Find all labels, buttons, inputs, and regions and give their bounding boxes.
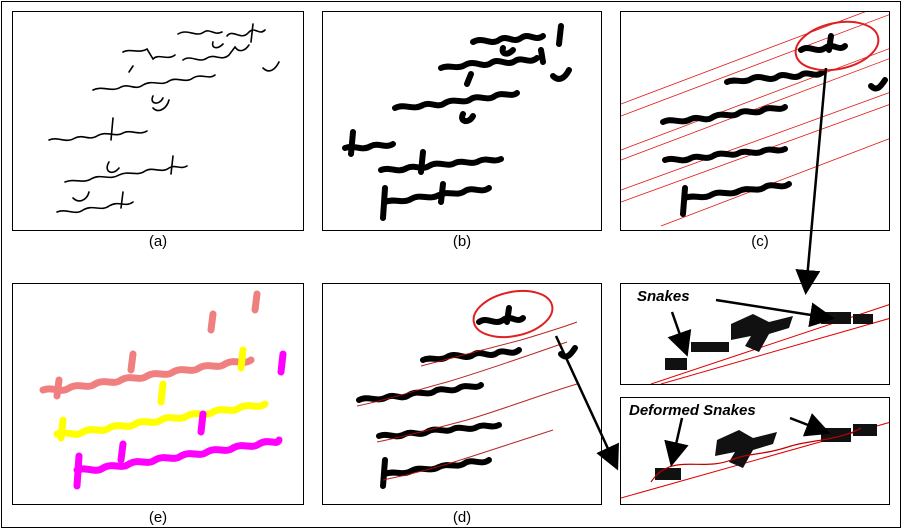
text-line-3: [73, 350, 287, 490]
segmented-text-lines: [39, 290, 287, 490]
caption-b: (b): [452, 233, 472, 250]
panel-c-snakes: [620, 11, 890, 231]
zoom-snakes-image: [650, 304, 889, 384]
handwriting-bold: [342, 23, 572, 221]
caption-e: (e): [148, 509, 168, 526]
handwriting-thin: [48, 23, 280, 214]
zoom-panel-snakes: Snakes: [620, 283, 890, 385]
handwriting-deformed: [356, 289, 578, 489]
caption-a: (a): [148, 233, 168, 250]
zoom-panel-deformed-snakes: Deformed Snakes: [620, 397, 890, 505]
text-line-1: [39, 290, 261, 400]
panel-a-original: [12, 11, 304, 231]
panel-e-segmented-lines: [12, 283, 304, 505]
highlight-ellipse-d: [472, 289, 554, 339]
caption-c: (c): [751, 233, 769, 250]
handwriting-with-snakes: [621, 12, 889, 227]
caption-d: (d): [452, 509, 472, 526]
highlight-ellipse-c: [794, 20, 880, 72]
text-line-2: [53, 346, 269, 442]
panel-d-deformed: [322, 283, 602, 505]
label-deformed-snakes: Deformed Snakes: [629, 402, 756, 419]
label-snakes: Snakes: [637, 288, 690, 305]
panel-b-binarized: [322, 11, 602, 231]
